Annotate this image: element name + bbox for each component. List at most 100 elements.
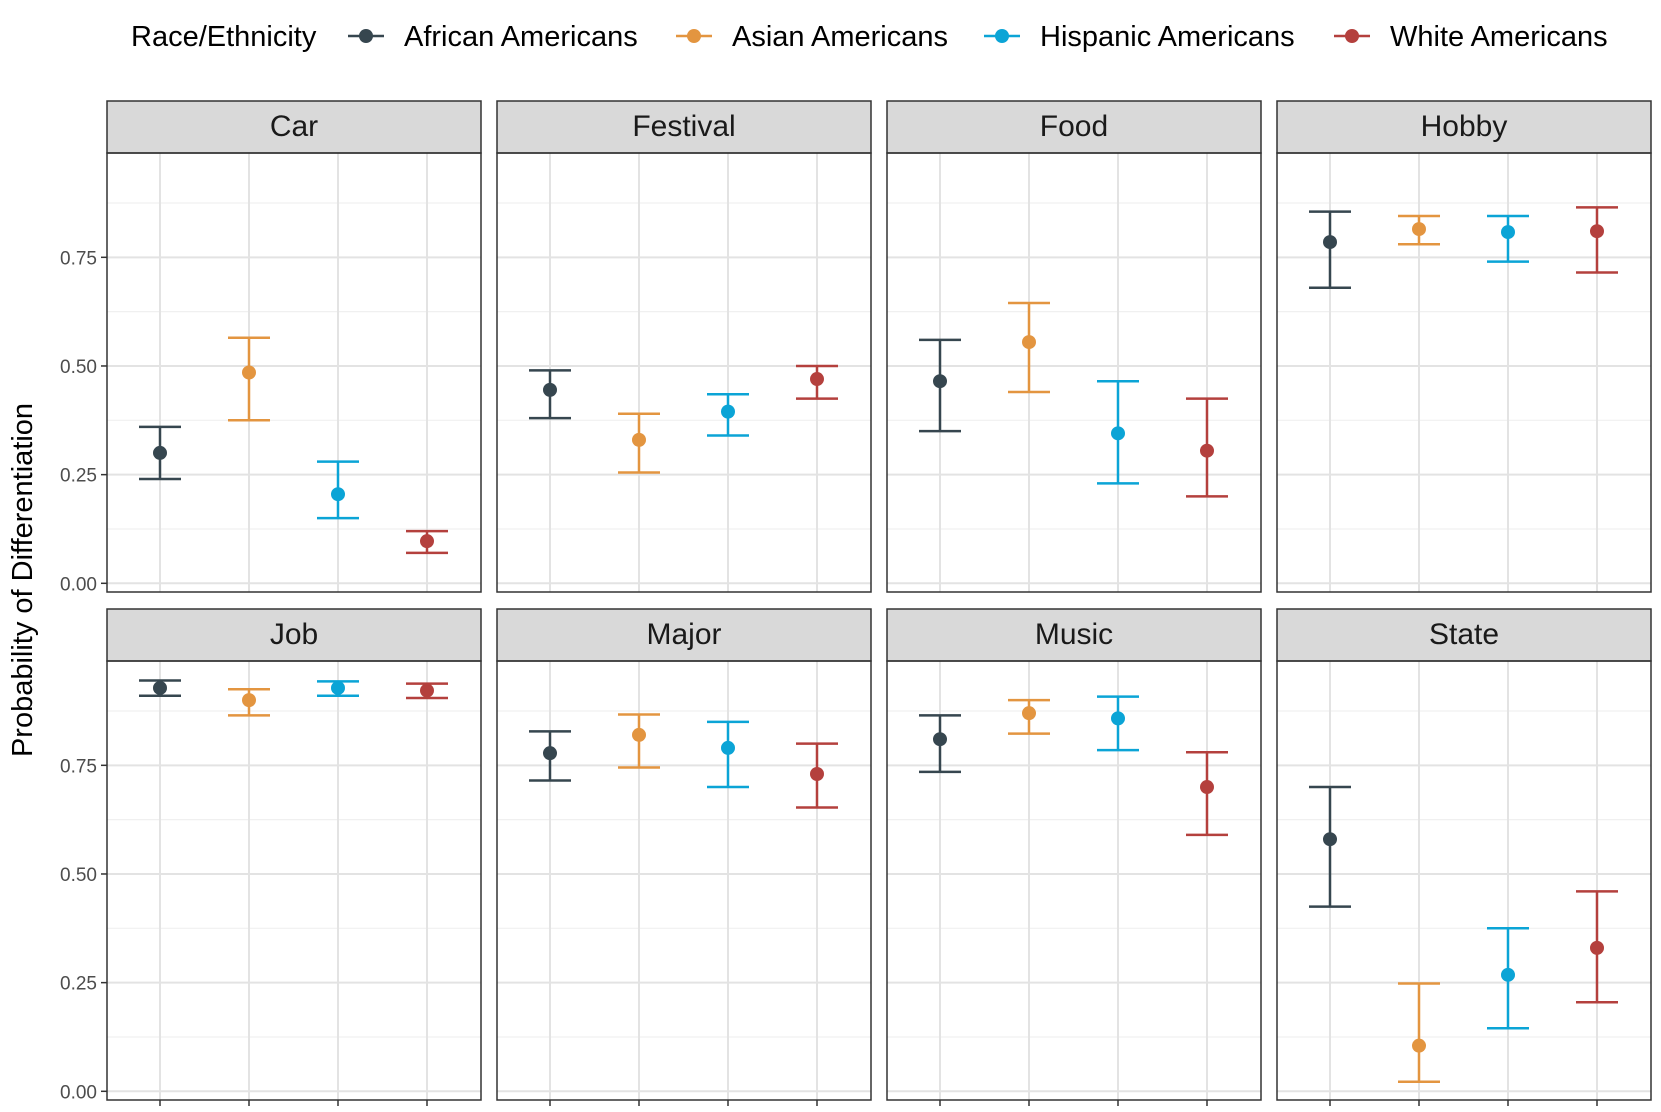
errorbar-hispanic-americans [707,720,749,789]
errorbar-white-americans [1576,206,1618,274]
data-point [1501,225,1515,240]
panel-border [106,660,482,1101]
data-point [1111,426,1125,441]
data-point [1590,940,1604,955]
panel-border [1276,152,1652,593]
panel-background [1277,153,1651,592]
facet-strip [496,100,872,154]
y-tick-label: 0.75 [60,756,97,777]
errorbar-african-americans [529,730,571,782]
facet-state: State [1276,608,1652,1106]
data-point [933,732,947,747]
errorbar-african-americans [529,369,571,420]
data-point [1501,967,1515,982]
y-tick-label: 0.25 [60,466,97,487]
errorbar-asian-americans [618,713,660,769]
panel-border [886,152,1262,593]
y-tick-label: 0.00 [60,574,97,595]
errorbar-african-americans [919,714,961,774]
errorbar-white-americans [406,682,448,700]
facet-strip-label: State [1429,618,1499,651]
data-point [1412,1038,1426,1053]
legend-entry-african-americans: African Americans [348,21,638,53]
panel-border [1276,660,1652,1101]
data-point [632,727,646,742]
facet-strip [886,100,1262,154]
legend-key-dot [359,29,373,43]
panel-background [107,153,481,592]
errorbar-african-americans [139,425,181,481]
y-tick-label: 0.50 [60,865,97,886]
data-point [1022,335,1036,350]
errorbar-hispanic-americans [1097,379,1139,485]
data-point [543,382,557,397]
data-point [331,680,345,695]
panel-border [106,152,482,593]
data-point [721,740,735,755]
data-point [1200,443,1214,458]
legend-entry-white-americans: White Americans [1334,21,1608,53]
panel-background [1277,661,1651,1100]
legend: Race/Ethnicity African Americans Asian Ame… [131,21,1608,53]
legend-key-dot [995,29,1009,43]
panel-background [887,661,1261,1100]
legend-title: Race/Ethnicity [131,21,317,53]
data-point [810,767,824,782]
errorbar-african-americans [1309,210,1351,289]
errorbar-asian-americans [228,336,270,422]
data-point [543,746,557,761]
errorbar-asian-americans [1398,214,1440,246]
errorbar-african-americans [1309,785,1351,908]
facet-major: Major [496,608,872,1106]
facet-festival: Festival [496,100,872,593]
y-tick-label: 0.50 [60,357,97,378]
data-point [331,487,345,502]
facet-panels: Car 0.00 0.25 0.50 0.75 Festival Food Hobby Job 0… [60,100,1652,1106]
data-point [1412,222,1426,237]
errorbar-white-americans [1186,751,1228,837]
data-point [153,445,167,460]
errorbar-asian-americans [228,688,270,717]
y-axis-title: Probability of Differentiation [7,403,39,757]
errorbar-hispanic-americans [1487,927,1529,1030]
legend-entry-asian-americans: Asian Americans [676,21,948,53]
panel-border [886,660,1262,1101]
errorbar-hispanic-americans [317,680,359,698]
data-point [1200,780,1214,795]
facet-strip [886,608,1262,662]
legend-key-dot [1345,29,1359,43]
errorbar-hispanic-americans [317,460,359,520]
errorbar-asian-americans [1008,698,1050,735]
legend-label: Asian Americans [732,21,948,53]
facet-strip [1276,100,1652,154]
data-point [420,534,434,549]
legend-key-dot [687,29,701,43]
errorbar-african-americans [139,679,181,698]
errorbar-hispanic-americans [707,392,749,437]
panel-border [496,152,872,593]
legend-entry-hispanic-americans: Hispanic Americans [984,21,1295,53]
facet-strip [1276,608,1652,662]
legend-label: Hispanic Americans [1040,21,1295,53]
data-point [1022,706,1036,721]
legend-label: White Americans [1390,21,1608,53]
y-tick-label: 0.25 [60,974,97,995]
data-point [242,365,256,380]
data-point [1111,711,1125,726]
facet-job: Job 0.00 0.25 0.50 0.75 [60,608,482,1106]
y-tick-label: 0.00 [60,1082,97,1103]
facet-music: Music [886,608,1262,1106]
data-point [1323,235,1337,250]
facet-food: Food [886,100,1262,593]
facet-strip-label: Car [270,110,318,143]
errorbar-white-americans [796,742,838,809]
data-point [933,374,947,389]
errorbar-white-americans [1186,397,1228,498]
panel-background [887,153,1261,592]
data-point [810,372,824,387]
data-point [632,432,646,447]
facet-strip-label: Job [270,618,318,651]
errorbar-white-americans [796,364,838,400]
